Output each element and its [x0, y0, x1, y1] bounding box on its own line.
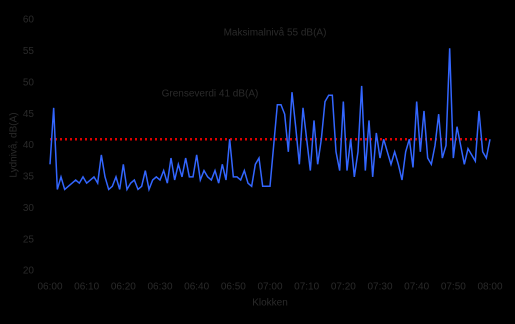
- x-tick-label: 07:30: [367, 282, 392, 293]
- y-tick-label: 50: [23, 77, 35, 88]
- y-tick-label: 20: [23, 266, 35, 277]
- x-axis-label: Klokken: [252, 298, 288, 309]
- y-tick-label: 30: [23, 203, 35, 214]
- y-axis-label: Lydnivå, dB(A): [8, 112, 20, 177]
- annotation: Maksimalnivå 55 dB(A): [224, 27, 327, 39]
- annotation: Grenseverdi 41 dB(A): [162, 89, 259, 100]
- x-tick-label: 06:20: [111, 282, 136, 293]
- x-tick-label: 07:50: [441, 282, 466, 293]
- x-tick-label: 06:30: [147, 282, 172, 293]
- x-tick-label: 06:50: [221, 282, 246, 293]
- x-tick-label: 07:40: [404, 282, 429, 293]
- x-tick-label: 06:10: [74, 282, 99, 293]
- y-tick-label: 25: [23, 234, 35, 245]
- x-tick-label: 07:00: [257, 282, 282, 293]
- x-tick-label: 08:00: [477, 282, 502, 293]
- x-tick-label: 07:20: [331, 282, 356, 293]
- x-tick-label: 06:00: [37, 282, 62, 293]
- y-tick-label: 45: [23, 109, 35, 120]
- y-tick-label: 55: [23, 46, 35, 57]
- data-line: [49, 48, 491, 193]
- x-tick-label: 06:40: [184, 282, 209, 293]
- y-tick-label: 35: [23, 172, 35, 183]
- y-tick-label: 40: [23, 140, 35, 151]
- x-tick-label: 07:10: [294, 282, 319, 293]
- y-tick-label: 60: [23, 15, 35, 26]
